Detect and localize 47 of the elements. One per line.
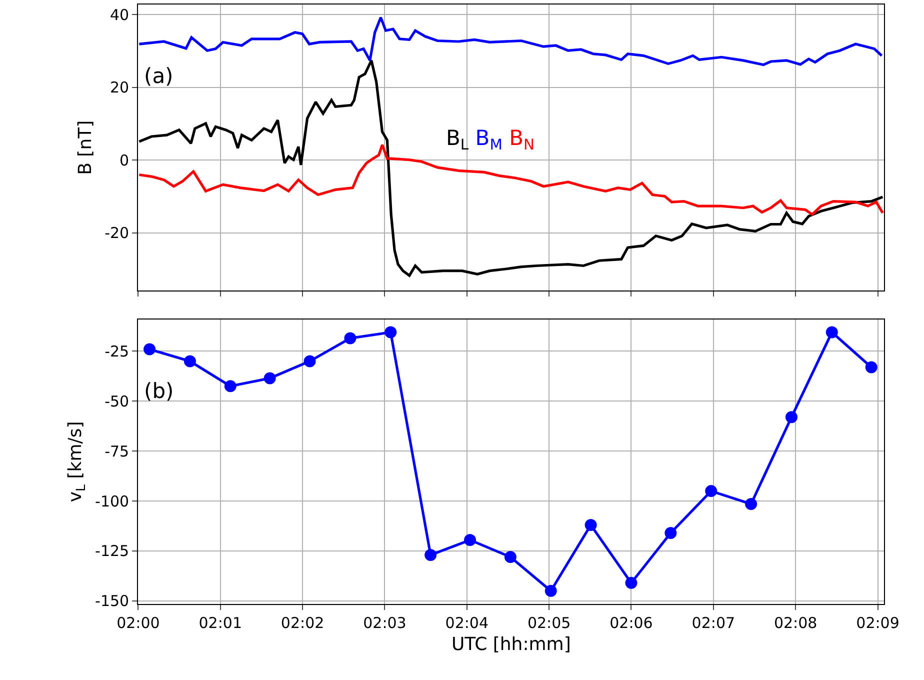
y-tick-label: -75: [104, 442, 130, 460]
annotation: (a): [144, 64, 174, 88]
y-tick-label: -20: [104, 224, 130, 242]
point: [384, 326, 397, 338]
line-series: [138, 16, 883, 66]
x-tick-label: 02:01: [198, 614, 242, 632]
y-tick-label: 0: [120, 151, 130, 170]
point: [584, 519, 597, 531]
point: [504, 550, 516, 563]
point: [785, 411, 798, 424]
y-tick-label: -25: [104, 342, 130, 360]
point: [264, 372, 276, 384]
point: [424, 548, 437, 561]
x-tick-label: 02:09: [856, 614, 900, 632]
x-tick-label: 02:08: [774, 614, 818, 632]
y-tick-label: -125: [95, 542, 130, 560]
series-label: B$_{N}$: [509, 126, 535, 154]
x-tick-label: 02:05: [527, 614, 571, 632]
point: [745, 498, 758, 510]
y-tick-label: 20: [110, 78, 130, 97]
y-tick-label: -50: [104, 392, 130, 410]
point: [304, 355, 316, 368]
point: [344, 332, 356, 344]
point: [664, 526, 677, 539]
point: [705, 485, 718, 498]
text: B$_{L}$: [446, 126, 470, 154]
point: [184, 355, 196, 368]
point: [544, 584, 557, 597]
y-axis-title: B [nT]: [74, 120, 96, 175]
text: B$_{M}$: [475, 126, 502, 154]
y-tick-label: -150: [95, 592, 130, 610]
x-tick-label: 02:02: [280, 614, 324, 632]
point: [865, 361, 878, 374]
point: [625, 576, 638, 589]
y-tick-label: 40: [110, 6, 130, 24]
x-tick-label: 02:03: [363, 614, 406, 632]
annotation: (b): [144, 379, 174, 403]
point: [144, 343, 156, 356]
x-tick-label: 02:07: [692, 614, 736, 632]
point: [464, 534, 476, 546]
x-tick-label: 02:00: [116, 614, 160, 632]
y-tick-label: -100: [95, 492, 130, 510]
point: [826, 326, 838, 338]
x-tick-label: 02:06: [610, 614, 653, 632]
x-axis-title: UTC [hh:mm]: [451, 634, 571, 656]
point: [224, 380, 236, 392]
x-tick-label: 02:04: [445, 614, 489, 632]
